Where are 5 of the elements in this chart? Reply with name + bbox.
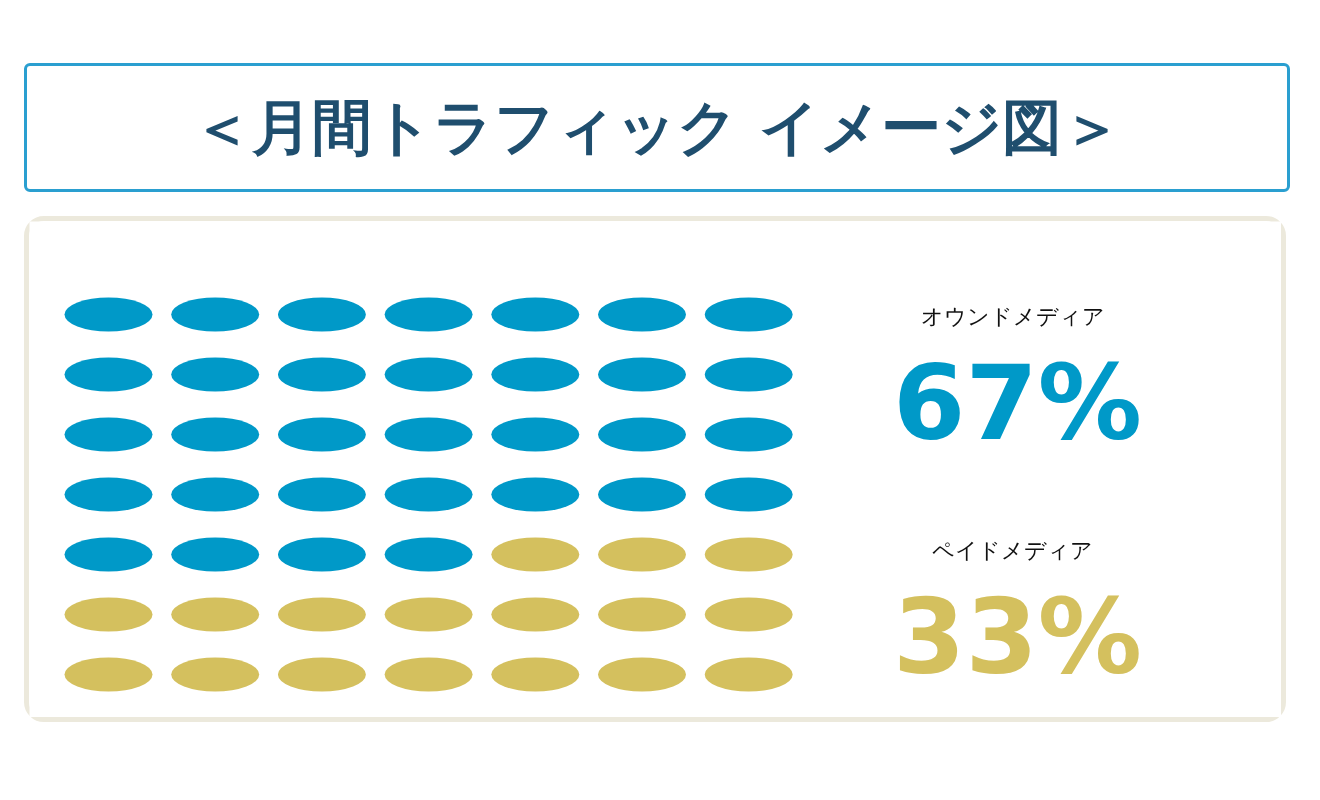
category-label: ペイドメディア — [932, 538, 1093, 563]
data-label: 67% — [893, 341, 1142, 464]
category-label: オウンドメディア — [920, 304, 1105, 329]
text: ＜月間トラフィック イメージ図＞ — [192, 90, 1122, 164]
data-label: 33% — [893, 575, 1142, 698]
